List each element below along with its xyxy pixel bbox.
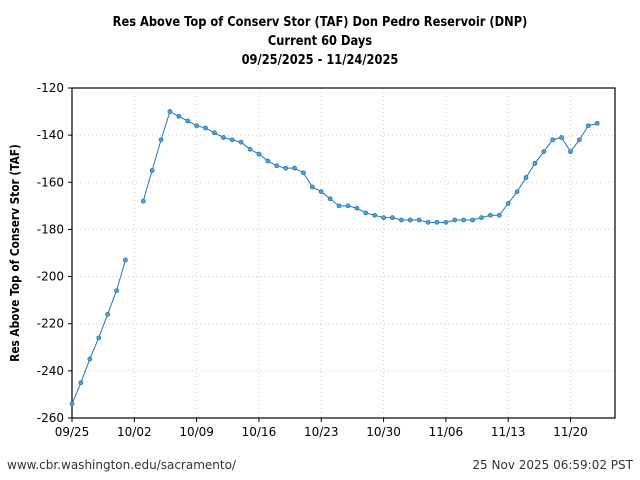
data-point <box>514 189 520 195</box>
data-point <box>167 109 173 114</box>
y-tick-label: -180 <box>37 222 64 236</box>
x-tick-label: 10/16 <box>242 425 277 439</box>
data-point <box>203 125 208 131</box>
plot-frame <box>71 87 616 419</box>
data-point <box>585 123 591 129</box>
data-point <box>229 137 235 143</box>
x-tick-label: 10/30 <box>366 425 401 439</box>
data-point <box>434 219 440 225</box>
data-point <box>327 196 333 202</box>
data-point <box>416 217 422 223</box>
data-point <box>336 203 342 209</box>
data-point <box>559 135 564 140</box>
data-point <box>496 212 502 218</box>
data-point <box>194 123 200 129</box>
x-tick-label: 11/13 <box>491 425 526 439</box>
data-point <box>78 380 84 386</box>
footer-timestamp: 25 Nov 2025 06:59:02 PST <box>472 458 633 472</box>
data-point <box>96 335 102 341</box>
data-point <box>114 288 119 294</box>
data-point <box>176 113 182 119</box>
data-point <box>256 151 262 157</box>
y-tick-label: -200 <box>37 270 64 284</box>
data-point <box>470 217 475 223</box>
data-point <box>452 217 458 223</box>
x-tick-label: 10/09 <box>179 425 214 439</box>
series-line <box>142 110 598 223</box>
data-point <box>479 215 484 221</box>
footer-url[interactable]: www.cbr.washington.edu/sacramento/ <box>7 458 236 472</box>
data-point <box>568 149 573 155</box>
data-point <box>292 165 297 171</box>
data-point <box>443 219 449 225</box>
y-tick-label: -220 <box>37 317 64 331</box>
data-point <box>541 149 547 155</box>
data-point <box>381 215 386 221</box>
x-tick-label: 09/25 <box>55 425 90 439</box>
y-tick-label: -160 <box>37 175 64 189</box>
y-tick-label: -120 <box>37 81 64 95</box>
y-tick-label: -260 <box>37 411 64 425</box>
data-point <box>505 201 511 206</box>
data-point <box>220 135 226 140</box>
data-point <box>550 137 556 143</box>
data-point <box>461 217 467 223</box>
data-point <box>212 130 217 136</box>
data-point <box>407 217 413 223</box>
data-point <box>345 203 351 209</box>
data-point <box>247 146 253 152</box>
data-point <box>318 189 324 195</box>
data-point <box>265 158 271 164</box>
data-point <box>105 311 111 317</box>
data-point <box>238 139 244 145</box>
data-point <box>149 168 155 173</box>
data-point <box>69 401 75 407</box>
x-tick-label: 10/02 <box>117 425 152 439</box>
data-point <box>594 120 600 126</box>
x-tick-label: 11/06 <box>429 425 464 439</box>
data-point <box>354 205 360 211</box>
x-tick-label: 11/20 <box>553 425 588 439</box>
y-tick-label: -240 <box>37 364 64 378</box>
data-point <box>363 210 369 216</box>
data-point <box>301 170 306 176</box>
chart-title: Res Above Top of Conserv Stor (TAF) Don … <box>112 15 528 30</box>
data-point <box>309 184 315 190</box>
data-point <box>140 198 146 204</box>
data-point <box>283 165 289 171</box>
data-point <box>532 161 538 166</box>
y-tick-label: -140 <box>37 128 64 142</box>
x-tick-label: 10/23 <box>304 425 339 439</box>
chart-date-range: 09/25/2025 - 11/24/2025 <box>241 53 399 68</box>
y-axis-label: Res Above Top of Conserv Stor (TAF) <box>8 144 22 362</box>
data-point <box>185 118 191 124</box>
data-point <box>487 212 493 218</box>
data-point <box>123 257 128 263</box>
data-point <box>87 356 93 362</box>
data-point <box>372 212 378 218</box>
data-point <box>576 137 582 143</box>
chart-subtitle: Current 60 Days <box>267 34 373 49</box>
data-point <box>523 175 529 180</box>
data-point <box>274 163 280 169</box>
data-point <box>398 217 404 223</box>
data-point <box>158 137 164 143</box>
data-point <box>425 219 431 225</box>
data-point <box>390 215 395 221</box>
